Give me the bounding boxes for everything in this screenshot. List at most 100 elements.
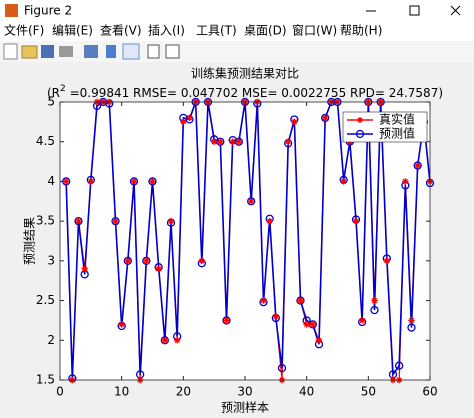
x-axis-label: 预测样本 <box>221 400 269 415</box>
marker-circle <box>247 197 256 206</box>
marker-circle <box>148 177 157 186</box>
marker-star <box>155 265 162 272</box>
subtitle-part: 2 <box>60 84 66 94</box>
menu-item[interactable]: 窗口(W) <box>292 24 337 38</box>
y-tick-label: 3.5 <box>36 214 55 228</box>
x-tick-label: 10 <box>114 385 129 399</box>
legend-label: 预测值 <box>379 126 415 141</box>
marker-star <box>340 178 347 185</box>
marker-star <box>130 178 138 185</box>
maximize-button[interactable] <box>409 5 420 16</box>
tool-print[interactable] <box>59 46 73 57</box>
chart-title: 训练集预测结果对比 <box>191 66 299 81</box>
marker-circle <box>160 336 169 345</box>
marker-star <box>272 313 280 320</box>
tool-open[interactable] <box>21 45 38 59</box>
marker-star <box>371 297 378 304</box>
tool-legend[interactable] <box>122 43 140 60</box>
marker-circle <box>123 256 132 266</box>
marker-star <box>87 178 95 185</box>
tool-link[interactable] <box>84 45 98 58</box>
marker-star <box>402 178 409 185</box>
marker-star <box>297 297 304 304</box>
marker-star <box>161 337 169 344</box>
marker-star <box>149 178 156 185</box>
menu: 文件(F) 编辑(E) 查看(V) 插入(I) 工具(T) 桌面(D) 窗口(W) 帮助(H) <box>4 23 382 38</box>
x-tick-label: 50 <box>361 385 376 399</box>
plot: 训练集预测结果对比 (R2 =0.99841 RMSE= 0.047702 MSE… <box>23 66 444 415</box>
legend-box <box>342 111 428 143</box>
marker-circle <box>370 305 379 315</box>
toolbar-icons <box>3 43 180 60</box>
marker-star <box>309 321 317 328</box>
menu-item[interactable]: 文件(F) <box>4 23 44 38</box>
marker-circle <box>407 323 416 332</box>
y-tick-label: 5 <box>47 95 55 109</box>
menu-item[interactable]: 查看(V) <box>100 24 142 38</box>
marker-star <box>112 217 119 225</box>
marker-star <box>235 138 243 145</box>
marker-star <box>408 317 415 324</box>
marker-star <box>210 138 218 145</box>
x-tick-label: 60 <box>422 385 437 399</box>
tool-cursor[interactable] <box>147 44 160 59</box>
marker-star <box>383 257 391 265</box>
y-tick-label: 4 <box>47 174 55 188</box>
marker-star <box>62 178 70 185</box>
marker-star <box>247 198 255 205</box>
marker-star <box>223 317 230 324</box>
marker-star <box>321 114 329 122</box>
y-tick-label: 2.5 <box>36 293 55 307</box>
marker-star <box>198 257 206 265</box>
menu-item[interactable]: 桌面(D) <box>244 24 287 38</box>
marker-circle <box>142 256 151 266</box>
menu-item[interactable]: 插入(I) <box>148 24 185 38</box>
marker-circle <box>413 161 422 170</box>
x-tick-label: 0 <box>56 385 64 399</box>
menu-item[interactable]: 编辑(E) <box>52 23 93 38</box>
toolbar <box>0 41 474 62</box>
y-tick-label: 3 <box>47 253 55 267</box>
tool-save[interactable] <box>41 45 54 58</box>
marker-star <box>217 138 224 145</box>
marker-star <box>124 257 132 265</box>
menu-item[interactable]: 帮助(H) <box>340 24 382 38</box>
tool-property[interactable] <box>165 44 180 59</box>
marker-circle <box>296 296 305 305</box>
marker-star <box>284 138 292 145</box>
chart-subtitle: (R2 =0.99841 RMSE= 0.047702 MSE= 0.00227… <box>47 84 443 100</box>
marker-star <box>118 321 125 328</box>
marker-star <box>143 257 150 265</box>
marker-star <box>229 138 236 145</box>
marker-star <box>358 317 366 324</box>
marker-circle <box>395 361 404 370</box>
marker-circle <box>129 177 139 186</box>
legend-marker <box>357 117 363 123</box>
marker-star <box>186 114 193 122</box>
marker-circle <box>222 316 231 325</box>
menu-item[interactable]: 工具(T) <box>196 24 237 38</box>
tool-new[interactable] <box>3 43 18 60</box>
marker-circle <box>111 216 120 226</box>
marker-star <box>303 321 310 328</box>
tool-colorbar[interactable] <box>106 45 116 58</box>
marker-star <box>81 265 88 272</box>
legend-label: 真实值 <box>379 112 415 127</box>
window-title: Figure 2 <box>24 4 72 18</box>
subtitle-part: =0.99841 RMSE= 0.047702 MSE= 0.0022755 R… <box>66 86 443 100</box>
marker-star <box>266 217 273 225</box>
axes-box <box>59 101 431 381</box>
menu-bar <box>0 22 474 41</box>
close-button[interactable] <box>450 5 461 16</box>
marker-star <box>173 337 181 344</box>
marker-star <box>414 162 421 169</box>
marker-star <box>291 118 298 126</box>
y-tick-label: 4.5 <box>36 134 55 148</box>
marker-star <box>260 297 267 304</box>
marker-circle <box>277 363 287 373</box>
y-tick-label: 1.5 <box>36 373 55 387</box>
x-tick-label: 20 <box>176 385 191 399</box>
y-axis-label: 预测结果 <box>23 217 37 265</box>
